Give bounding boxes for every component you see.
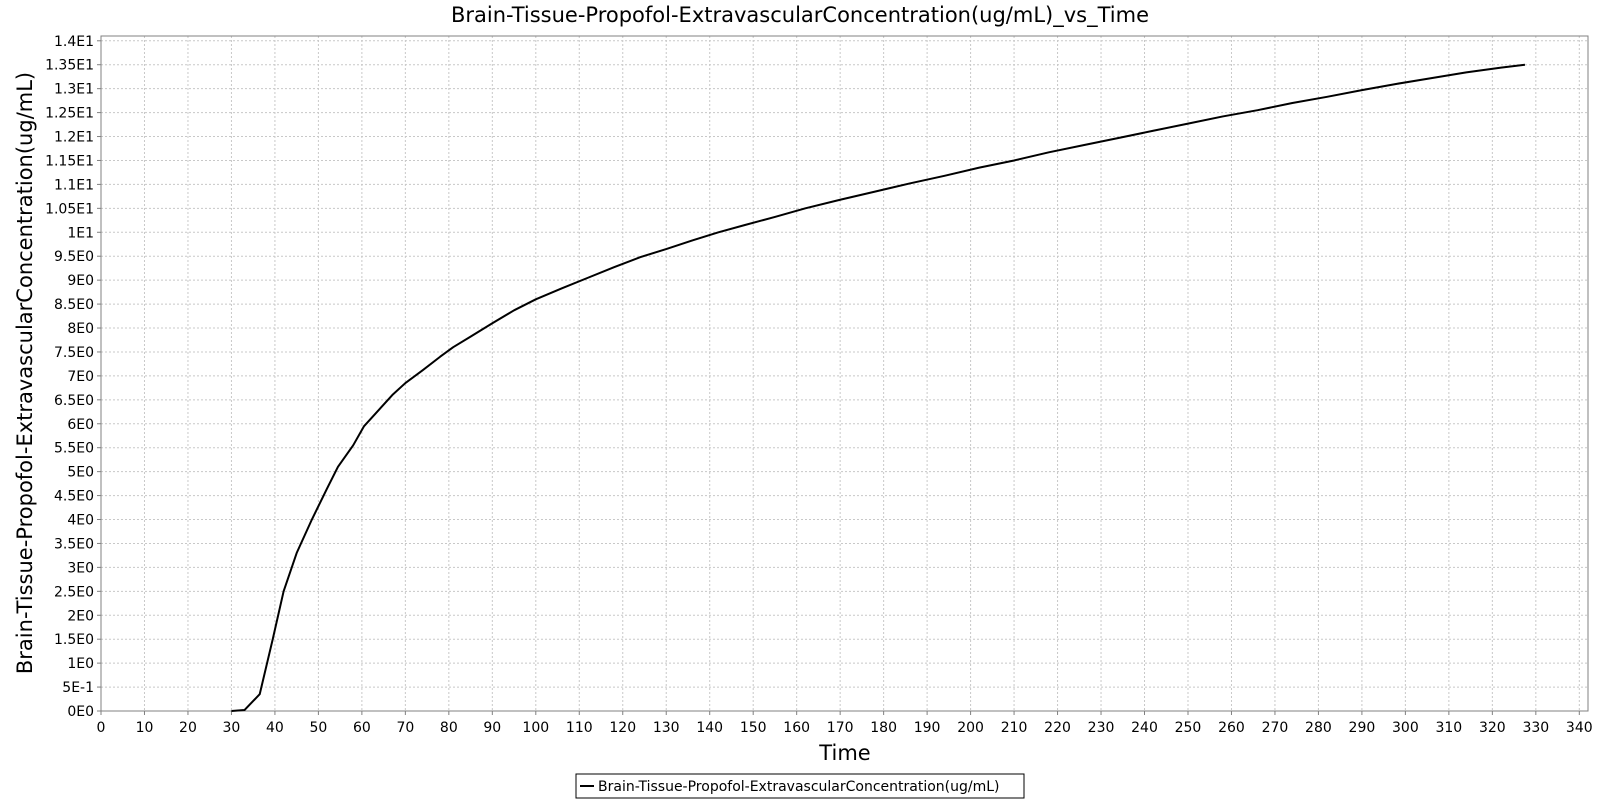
x-tick-label: 120 — [609, 720, 636, 736]
y-tick-label: 1E0 — [67, 656, 94, 672]
x-tick-label: 340 — [1566, 720, 1593, 736]
y-tick-label: 4.5E0 — [54, 489, 94, 505]
y-tick-label: 5E0 — [67, 465, 94, 481]
y-tick-label: 1.1E1 — [54, 177, 94, 193]
y-tick-label: 5.5E0 — [54, 441, 94, 457]
grid-lines — [100, 36, 1588, 712]
y-tick-label: 1.2E1 — [54, 130, 94, 146]
y-tick-label: 4E0 — [67, 513, 94, 529]
x-tick-label: 200 — [957, 720, 984, 736]
x-tick-label: 320 — [1479, 720, 1506, 736]
x-axis-ticks: 0 10 20 30 40 50 60 70 80 90 100 110 120 130 140 150 160… — [97, 711, 1593, 736]
y-tick-label: 5E-1 — [62, 680, 94, 696]
x-tick-label: 290 — [1349, 720, 1376, 736]
x-tick-label: 190 — [914, 720, 941, 736]
x-tick-label: 230 — [1088, 720, 1115, 736]
x-tick-label: 280 — [1305, 720, 1332, 736]
x-tick-label: 20 — [179, 720, 197, 736]
y-tick-label: 8.5E0 — [54, 297, 94, 313]
y-tick-label: 3E0 — [67, 560, 94, 576]
y-axis-title: Brain-Tissue-Propofol-ExtravascularConce… — [13, 72, 37, 674]
x-tick-label: 180 — [870, 720, 897, 736]
x-tick-label: 0 — [97, 720, 106, 736]
x-axis-title: Time — [818, 741, 870, 765]
x-tick-label: 220 — [1044, 720, 1071, 736]
y-tick-label: 7.5E0 — [54, 345, 94, 361]
x-tick-label: 150 — [740, 720, 767, 736]
plot-area-frame — [100, 35, 1589, 712]
legend-box — [575, 773, 1025, 799]
y-tick-label: 1.5E0 — [54, 632, 94, 648]
x-tick-label: 210 — [1001, 720, 1028, 736]
series-line — [231, 63, 1526, 712]
chart-title: Brain-Tissue-Propofol-ExtravascularConce… — [451, 3, 1149, 28]
x-tick-label: 80 — [440, 720, 458, 736]
y-tick-label: 6.5E0 — [54, 393, 94, 409]
y-tick-label: 8E0 — [67, 321, 94, 337]
x-tick-label: 300 — [1392, 720, 1419, 736]
x-tick-label: 310 — [1435, 720, 1462, 736]
x-tick-label: 240 — [1131, 720, 1158, 736]
y-tick-label: 0E0 — [67, 704, 94, 720]
legend: Brain-Tissue-Propofol-ExtravascularConce… — [575, 773, 1025, 799]
y-tick-label: 6E0 — [67, 417, 94, 433]
x-tick-label: 70 — [396, 720, 414, 736]
x-tick-label: 30 — [223, 720, 241, 736]
x-tick-label: 330 — [1522, 720, 1549, 736]
x-tick-label: 260 — [1218, 720, 1245, 736]
x-tick-label: 270 — [1262, 720, 1289, 736]
x-tick-label: 60 — [353, 720, 371, 736]
x-tick-label: 160 — [783, 720, 810, 736]
x-tick-label: 250 — [1175, 720, 1202, 736]
y-tick-label: 1.15E1 — [45, 153, 94, 169]
y-tick-label: 9.5E0 — [54, 249, 94, 265]
y-tick-label: 1.05E1 — [45, 201, 94, 217]
y-tick-label: 2.5E0 — [54, 584, 94, 600]
y-tick-label: 1.25E1 — [45, 106, 94, 122]
y-tick-label: 3.5E0 — [54, 536, 94, 552]
y-axis-ticks: 0E0 5E-1 1E0 1.5E0 2E0 2.5E0 3E0 3.5E0 4E0 4.5E0 5… — [45, 34, 101, 720]
y-tick-label: 1E1 — [67, 225, 94, 241]
y-tick-label: 7E0 — [67, 369, 94, 385]
legend-label: Brain-Tissue-Propofol-ExtravascularConce… — [598, 779, 1000, 795]
x-tick-label: 170 — [827, 720, 854, 736]
x-tick-label: 100 — [522, 720, 549, 736]
x-tick-label: 10 — [136, 720, 154, 736]
y-tick-label: 9E0 — [67, 273, 94, 289]
x-tick-label: 40 — [266, 720, 284, 736]
y-tick-label: 2E0 — [67, 608, 94, 624]
x-tick-label: 110 — [566, 720, 593, 736]
x-tick-label: 90 — [483, 720, 501, 736]
y-tick-label: 1.3E1 — [54, 82, 94, 98]
x-tick-label: 140 — [696, 720, 723, 736]
x-tick-label: 50 — [309, 720, 327, 736]
y-tick-label: 1.35E1 — [45, 58, 94, 74]
series-layer — [231, 63, 1526, 712]
y-tick-label: 1.4E1 — [54, 34, 94, 50]
x-tick-label: 130 — [653, 720, 680, 736]
